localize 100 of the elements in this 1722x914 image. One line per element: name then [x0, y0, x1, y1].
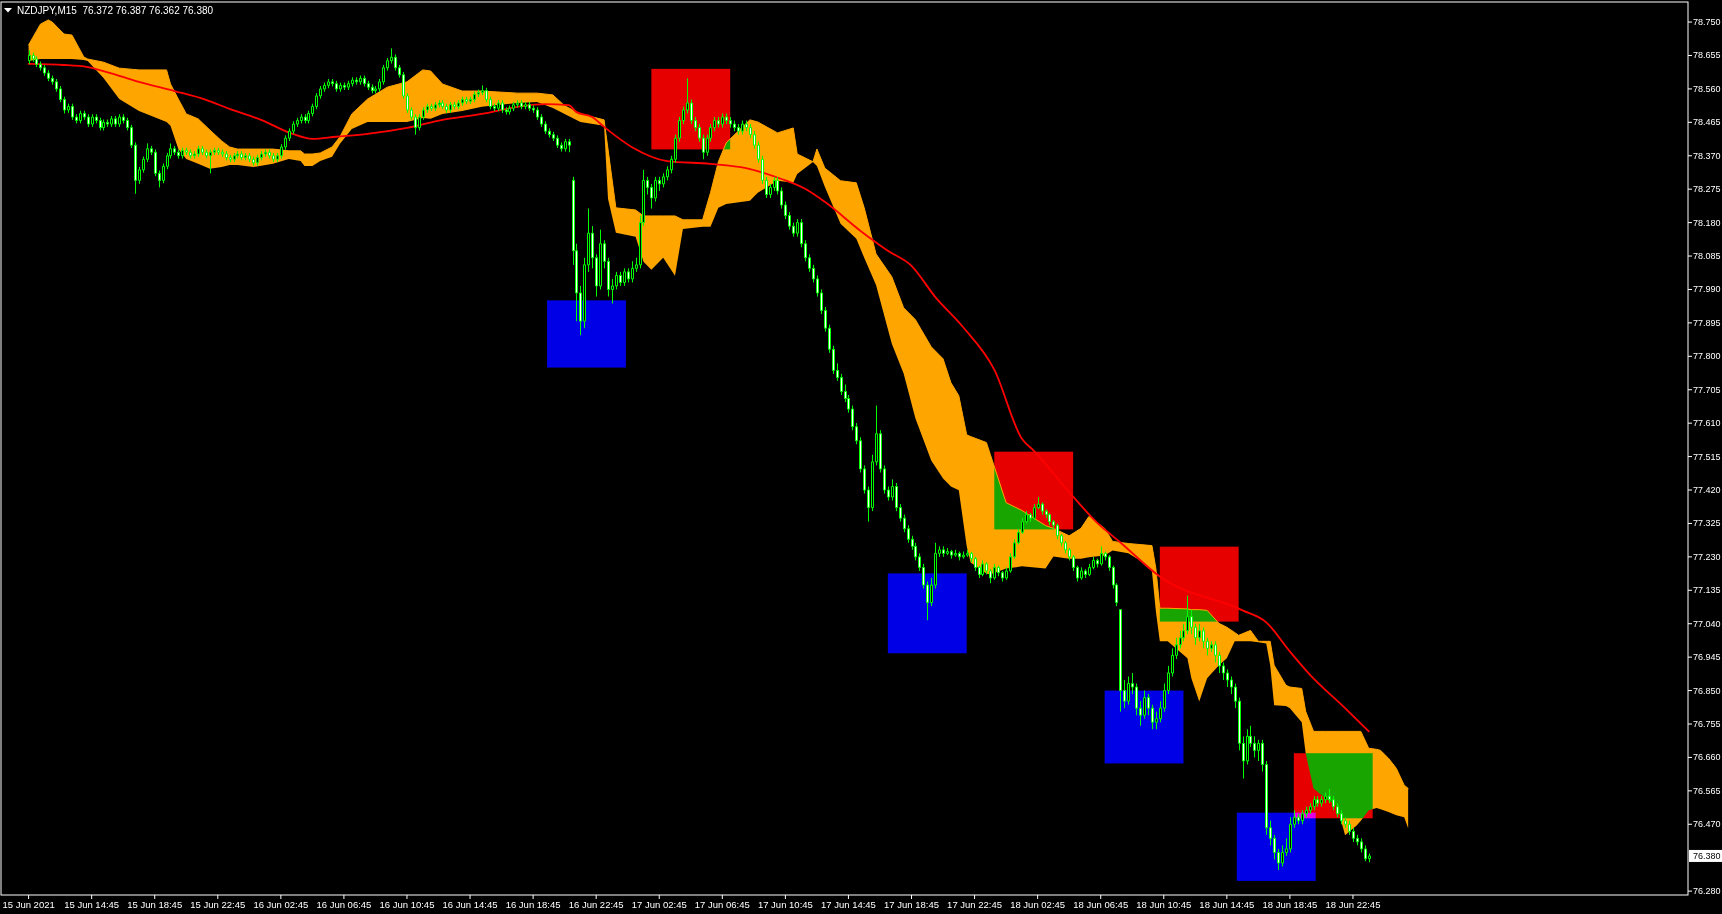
x-tick-label: 16 Jun 18:45 [505, 899, 561, 910]
x-tick-label: 16 Jun 14:45 [442, 899, 498, 910]
candlestick [43, 64, 46, 77]
y-tick-label: 77.610 [1693, 418, 1721, 429]
candlestick [733, 120, 736, 132]
y-tick-label: 76.470 [1693, 819, 1721, 830]
y-tick-label: 76.280 [1693, 886, 1721, 897]
candlestick [449, 101, 452, 114]
candlestick [244, 152, 247, 161]
x-tick-label: 16 Jun 06:45 [316, 899, 372, 910]
candlestick [1320, 795, 1323, 808]
y-tick-label: 77.800 [1693, 351, 1721, 362]
y-tick-label: 77.990 [1693, 284, 1721, 295]
candlestick [229, 154, 232, 163]
y-tick-label: 76.565 [1693, 785, 1721, 796]
x-tick-label: 18 Jun 10:45 [1136, 899, 1192, 910]
y-tick-label: 77.420 [1693, 485, 1721, 496]
candlestick [477, 89, 480, 98]
candlestick [725, 113, 728, 125]
candlestick [256, 154, 259, 167]
candlestick [434, 101, 437, 112]
candlestick [79, 110, 82, 124]
candlestick [528, 101, 531, 112]
candlestick [1313, 795, 1316, 811]
candlestick [568, 138, 571, 153]
candlestick [946, 547, 949, 556]
candlestick [252, 155, 255, 167]
candlestick [1301, 809, 1304, 825]
candlestick [729, 116, 732, 129]
candlestick [508, 104, 511, 116]
x-tick-label: 18 Jun 06:45 [1073, 899, 1129, 910]
candlestick [950, 549, 953, 560]
candlestick [721, 113, 724, 129]
candlestick [304, 113, 307, 124]
line-series [27, 63, 1370, 733]
candlestick [343, 82, 346, 91]
candlestick [91, 113, 94, 128]
candlestick [524, 101, 527, 110]
y-tick-label: 78.085 [1693, 251, 1721, 262]
candlestick [114, 115, 117, 128]
candlestick [102, 119, 105, 131]
candlestick [371, 83, 374, 94]
candlestick [173, 145, 176, 156]
bar [547, 300, 626, 368]
candlestick [962, 551, 965, 560]
y-tick-label: 77.895 [1693, 317, 1721, 328]
candlestick [556, 134, 559, 149]
y-tick-label: 78.275 [1693, 184, 1721, 195]
candlestick [619, 271, 622, 287]
y-tick-label: 77.135 [1693, 585, 1721, 596]
bar [1104, 690, 1184, 764]
candlestick [445, 103, 448, 114]
candlestick [193, 150, 196, 160]
bar [651, 68, 731, 150]
candlestick [197, 145, 200, 158]
candlestick [335, 80, 338, 93]
candlestick [1316, 795, 1319, 808]
candlestick [717, 116, 720, 129]
bar [1159, 546, 1239, 622]
candlestick [32, 52, 35, 63]
chart-title: NZDJPY,M15 76.372 76.387 76.362 76.380 [17, 5, 214, 16]
candlestick [461, 96, 464, 107]
y-tick-label: 76.945 [1693, 652, 1721, 663]
candlestick [363, 75, 366, 87]
bar [994, 451, 1074, 530]
candlestick [430, 103, 433, 112]
candlestick [631, 260, 634, 283]
candlestick [441, 99, 444, 110]
candlestick [737, 123, 740, 136]
candlestick [1080, 566, 1083, 581]
x-tick-label: 15 Jun 18:45 [127, 899, 183, 910]
x-tick-label: 15 Jun 14:45 [64, 899, 120, 910]
x-tick-label: 17 Jun 18:45 [884, 899, 939, 910]
x-tick-label: 16 Jun 22:45 [568, 899, 624, 910]
bar [887, 573, 967, 654]
candlestick [201, 145, 204, 156]
x-tick-label: 18 Jun 18:45 [1262, 899, 1318, 910]
candlestick [355, 76, 358, 86]
x-tick-label: 17 Jun 14:45 [820, 899, 876, 910]
candlestick [185, 147, 188, 156]
candlestick [1041, 501, 1044, 516]
candlestick [327, 78, 330, 89]
candlestick [1100, 545, 1103, 567]
x-tick-label: 16 Jun 02:45 [253, 899, 309, 910]
y-tick-label: 77.515 [1693, 451, 1721, 462]
x-tick-label: 18 Jun 14:45 [1199, 899, 1255, 910]
candlestick [118, 113, 121, 128]
candlestick [993, 563, 996, 581]
candlestick [87, 113, 90, 128]
y-tick-label: 77.230 [1693, 551, 1721, 562]
candlestick [501, 99, 504, 114]
candlestick [347, 80, 350, 91]
candlestick [264, 148, 267, 158]
candlestick [28, 49, 31, 65]
candlestick [35, 55, 38, 68]
candlestick [248, 152, 251, 163]
candlestick [71, 103, 74, 121]
candlestick [236, 150, 239, 160]
candlestick [181, 147, 184, 160]
candlestick [99, 117, 102, 131]
